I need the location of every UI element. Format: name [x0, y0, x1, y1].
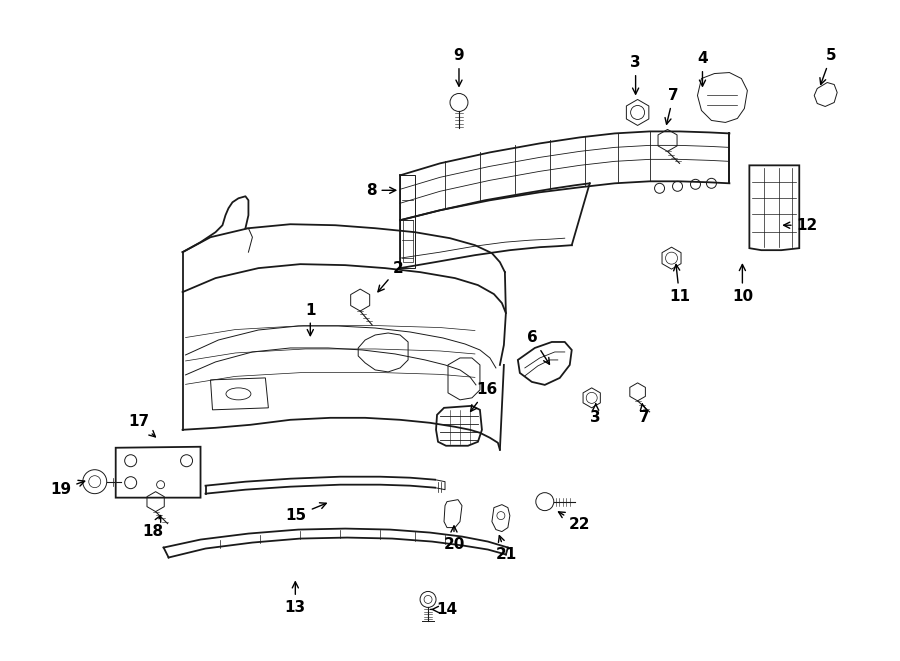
Text: 16: 16 [471, 382, 498, 411]
Text: 2: 2 [378, 260, 403, 292]
Text: 18: 18 [142, 516, 163, 539]
Text: 7: 7 [639, 404, 650, 425]
Text: 9: 9 [454, 48, 464, 86]
Text: 10: 10 [732, 264, 753, 303]
Text: 6: 6 [527, 330, 550, 364]
Text: 15: 15 [286, 503, 327, 523]
Text: 1: 1 [305, 303, 316, 336]
Text: 14: 14 [431, 602, 457, 617]
Text: 22: 22 [559, 512, 590, 532]
Text: 20: 20 [444, 526, 464, 552]
Text: 19: 19 [50, 481, 85, 497]
Text: 11: 11 [669, 264, 690, 303]
Text: 13: 13 [284, 582, 306, 615]
Text: 17: 17 [128, 414, 156, 437]
Text: 12: 12 [784, 217, 818, 233]
Text: 4: 4 [698, 51, 707, 86]
Text: 21: 21 [495, 535, 517, 562]
Text: 3: 3 [590, 404, 601, 425]
Text: 8: 8 [366, 183, 396, 198]
Text: 5: 5 [820, 48, 836, 85]
Text: 3: 3 [630, 55, 641, 94]
Text: 7: 7 [665, 88, 679, 124]
